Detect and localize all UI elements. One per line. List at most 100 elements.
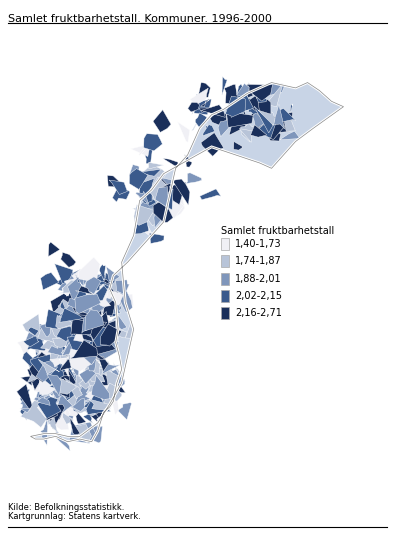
Polygon shape [40, 356, 56, 375]
Polygon shape [143, 185, 164, 195]
Polygon shape [67, 328, 90, 347]
Polygon shape [107, 176, 124, 188]
Polygon shape [111, 327, 127, 338]
Polygon shape [80, 370, 95, 386]
Polygon shape [155, 186, 169, 208]
Polygon shape [30, 82, 344, 442]
Polygon shape [52, 389, 74, 405]
Polygon shape [195, 113, 207, 128]
Polygon shape [226, 96, 245, 118]
Polygon shape [64, 275, 95, 293]
Polygon shape [143, 147, 153, 164]
Polygon shape [27, 365, 47, 390]
Polygon shape [69, 422, 96, 443]
Polygon shape [29, 352, 50, 383]
Polygon shape [82, 277, 93, 283]
Polygon shape [93, 378, 101, 403]
Polygon shape [60, 317, 75, 335]
Polygon shape [149, 175, 169, 186]
Polygon shape [50, 340, 72, 362]
Polygon shape [48, 417, 57, 433]
Polygon shape [113, 184, 130, 202]
Polygon shape [112, 316, 127, 330]
Polygon shape [83, 317, 87, 334]
Polygon shape [38, 402, 53, 420]
Polygon shape [79, 288, 101, 299]
Polygon shape [81, 342, 83, 351]
Polygon shape [102, 376, 120, 383]
Polygon shape [68, 347, 82, 364]
Polygon shape [144, 134, 162, 151]
Polygon shape [258, 120, 284, 139]
Polygon shape [67, 326, 87, 345]
Polygon shape [109, 291, 123, 305]
Polygon shape [154, 212, 165, 228]
Polygon shape [139, 168, 155, 184]
Polygon shape [203, 125, 215, 136]
Polygon shape [49, 379, 64, 399]
Polygon shape [250, 105, 258, 117]
Polygon shape [100, 385, 115, 396]
Polygon shape [140, 180, 153, 190]
Polygon shape [267, 82, 285, 96]
Polygon shape [91, 296, 113, 317]
Polygon shape [51, 326, 73, 352]
Polygon shape [55, 368, 76, 390]
Polygon shape [42, 364, 53, 379]
Polygon shape [86, 289, 102, 303]
Polygon shape [41, 359, 64, 385]
Polygon shape [248, 85, 273, 101]
Polygon shape [85, 382, 109, 399]
Polygon shape [166, 189, 173, 210]
Polygon shape [250, 125, 267, 137]
Polygon shape [113, 363, 122, 378]
Polygon shape [81, 426, 102, 443]
Polygon shape [106, 383, 120, 398]
Polygon shape [70, 349, 94, 371]
Polygon shape [73, 306, 91, 331]
Polygon shape [233, 84, 254, 114]
Polygon shape [17, 384, 32, 410]
Polygon shape [71, 386, 83, 389]
Polygon shape [37, 320, 65, 345]
Polygon shape [205, 123, 207, 133]
Polygon shape [228, 100, 238, 114]
Polygon shape [265, 122, 284, 129]
Polygon shape [41, 390, 57, 409]
Polygon shape [258, 99, 271, 114]
Polygon shape [201, 133, 224, 156]
Polygon shape [74, 270, 86, 282]
Polygon shape [91, 280, 118, 302]
Polygon shape [248, 95, 271, 120]
Polygon shape [103, 378, 118, 393]
Polygon shape [73, 407, 86, 424]
Polygon shape [153, 109, 171, 132]
Polygon shape [20, 408, 30, 412]
Polygon shape [53, 315, 67, 327]
Polygon shape [229, 110, 246, 136]
Polygon shape [237, 83, 249, 96]
Polygon shape [72, 398, 85, 411]
Polygon shape [60, 301, 66, 311]
Polygon shape [92, 375, 110, 399]
Polygon shape [79, 320, 94, 332]
Polygon shape [37, 397, 61, 418]
Polygon shape [57, 404, 75, 424]
Polygon shape [69, 351, 81, 379]
Polygon shape [72, 350, 83, 357]
Polygon shape [87, 386, 103, 401]
Polygon shape [64, 337, 88, 365]
Polygon shape [68, 298, 90, 314]
Polygon shape [100, 365, 107, 384]
Polygon shape [143, 189, 154, 199]
Polygon shape [53, 365, 75, 389]
Polygon shape [111, 400, 118, 415]
Polygon shape [51, 292, 79, 317]
Polygon shape [190, 88, 208, 105]
Polygon shape [34, 379, 45, 393]
Polygon shape [43, 356, 57, 378]
Polygon shape [56, 308, 71, 332]
Polygon shape [59, 296, 81, 320]
Polygon shape [149, 233, 164, 243]
Polygon shape [149, 177, 169, 203]
